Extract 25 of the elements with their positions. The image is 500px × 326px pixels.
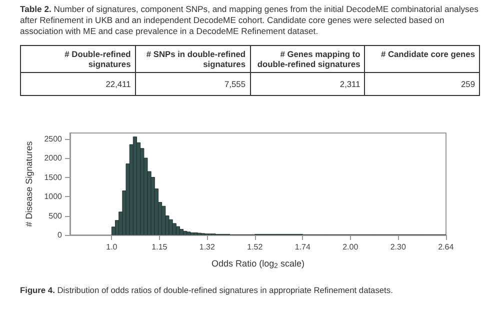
category-label: # Double-refined signatures: [20, 46, 136, 72]
text: Table 2. Number of signatures, component SNPs, and mapping genes from the initial DecodeME combinatorial analyses after Refinement in UKB and an independent DecodeME cohort. Candidate core genes were selected based on association with ME and case prevalence in a DecodeME Refinement dataset.: [20, 4, 478, 36]
x-tick-label: 1.0: [106, 242, 118, 252]
y-tick-label: 500: [48, 211, 63, 220]
x-tick-label: 1.52: [247, 242, 264, 252]
x-tick-label: 1.74: [294, 242, 311, 252]
data-label: 2,311: [250, 72, 365, 96]
y-tick-label: 0: [58, 230, 63, 240]
x-tick-label: 2.64: [438, 242, 454, 252]
x-tick-label: 2.30: [390, 242, 406, 252]
category-label: # Candidate core genes: [364, 46, 480, 72]
category-label: # SNPs in double-refined signatures: [135, 46, 250, 72]
category-label: # Genes mapping to double-refined signatures: [250, 46, 365, 72]
y-tick-label: 1000: [44, 192, 63, 202]
y-axis-title: # Disease Signatures: [24, 140, 34, 227]
x-tick-label: 2.00: [342, 242, 359, 252]
x-tick-label: 1.32: [199, 242, 216, 252]
x-tick-label: 1.15: [152, 242, 168, 252]
y-tick-label: 2500: [44, 134, 63, 144]
y-tick-label: 2000: [44, 154, 63, 163]
caption: Figure 4. Distribution of odds ratios of double-refined signatures in appropriate Refinement datasets.: [20, 285, 393, 295]
data-label: 7,555: [135, 72, 250, 96]
data-label: 22,411: [20, 72, 136, 96]
y-tick-label: 1500: [44, 172, 63, 182]
data-label: 259: [364, 72, 480, 96]
